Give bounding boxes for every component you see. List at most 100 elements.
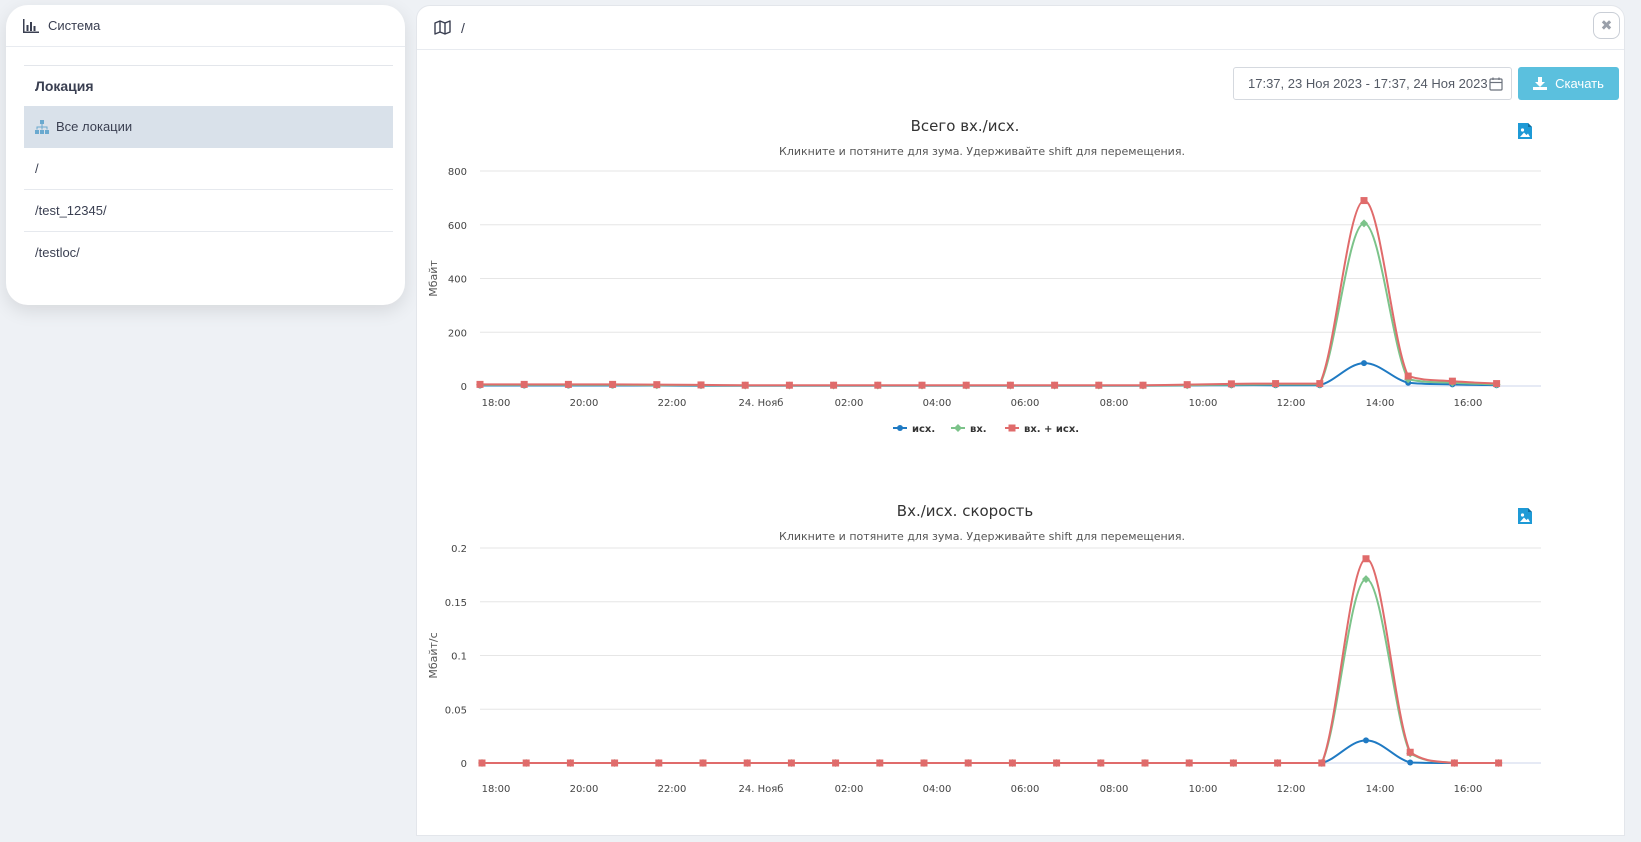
data-point [1097, 759, 1105, 767]
x-tick-label: 10:00 [1189, 398, 1218, 409]
x-tick-label: 02:00 [835, 398, 864, 409]
series-line [482, 557, 1499, 764]
x-tick-label: 08:00 [1100, 784, 1129, 795]
export-image-icon[interactable] [1517, 122, 1533, 140]
data-point [920, 759, 928, 767]
chart-subtitle: Кликните и потяните для зума. Удерживайт… [779, 530, 1185, 543]
chart-subtitle: Кликните и потяните для зума. Удерживайт… [779, 145, 1185, 158]
data-point [476, 380, 484, 388]
legend-label: исх. [912, 424, 935, 435]
data-point [1450, 759, 1458, 767]
x-tick-label: 18:00 [482, 784, 511, 795]
location-item-label: / [35, 160, 39, 176]
chart-title: Вх./исх. скорость [897, 502, 1033, 520]
y-tick-label: 0.15 [445, 598, 467, 609]
data-point [1404, 372, 1412, 380]
data-point [699, 759, 707, 767]
data-point [964, 759, 972, 767]
data-point [830, 381, 838, 389]
x-tick-label: 16:00 [1454, 784, 1483, 795]
x-tick-label: 08:00 [1100, 398, 1129, 409]
data-point [653, 381, 661, 389]
location-item-label: /test_12345/ [35, 202, 107, 218]
data-point [1495, 759, 1503, 767]
data-point [522, 759, 530, 767]
data-point [1051, 381, 1059, 389]
breadcrumb-path: / [461, 19, 465, 36]
y-tick-label: 0.2 [451, 544, 467, 555]
legend-marker [1008, 424, 1016, 432]
x-tick-label: 06:00 [1011, 784, 1040, 795]
x-tick-label: 16:00 [1454, 398, 1483, 409]
data-point [787, 759, 795, 767]
data-point [1274, 759, 1282, 767]
data-point [876, 759, 884, 767]
chart-total-traffic[interactable]: Всего вх./исх. Кликните и потяните для зу… [417, 114, 1626, 464]
map-icon [434, 20, 451, 35]
chart-speed[interactable]: Вх./исх. скорость Кликните и потяните для… [417, 499, 1626, 837]
chart-title: Всего вх./исх. [911, 117, 1020, 135]
data-point [1363, 737, 1369, 744]
legend-marker [954, 424, 962, 432]
data-point [1053, 759, 1061, 767]
series-line [480, 222, 1497, 387]
data-point [478, 759, 486, 767]
data-point [1183, 381, 1191, 389]
x-tick-label: 18:00 [482, 398, 511, 409]
location-item-testloc[interactable]: /testloc/ [24, 232, 393, 274]
x-tick-label: 12:00 [1277, 398, 1306, 409]
download-label: Скачать [1555, 76, 1604, 91]
y-axis-label: Мбайт [427, 260, 440, 297]
data-point [1360, 197, 1368, 205]
y-tick-label: 200 [448, 328, 467, 339]
x-tick-label: 14:00 [1366, 398, 1395, 409]
y-tick-label: 0.1 [451, 652, 467, 663]
location-list: Локация Все локации / /test_12345/ /test… [24, 65, 393, 274]
data-point [743, 759, 751, 767]
data-point [520, 380, 528, 388]
export-image-icon[interactable] [1517, 507, 1533, 525]
data-point [1316, 380, 1324, 388]
y-tick-label: 800 [448, 167, 467, 178]
legend-item[interactable]: исх. [893, 424, 935, 435]
data-point [1362, 575, 1370, 584]
x-tick-label: 22:00 [658, 784, 687, 795]
data-point [1139, 381, 1147, 389]
data-point [1360, 219, 1368, 228]
x-tick-label: 02:00 [835, 784, 864, 795]
download-button[interactable]: Скачать [1518, 67, 1619, 100]
location-item-root[interactable]: / [24, 148, 393, 190]
data-point [874, 381, 882, 389]
legend-item[interactable]: вх. [951, 424, 987, 435]
x-tick-label: 04:00 [923, 398, 952, 409]
date-range-picker[interactable]: 17:37, 23 Ноя 2023 - 17:37, 24 Ноя 2023 [1233, 67, 1512, 100]
location-panel: Система Локация Все локации / /test_1234… [6, 5, 405, 305]
series-line [480, 362, 1497, 387]
close-button[interactable]: ✖ [1593, 12, 1620, 39]
legend-item[interactable]: вх. + исх. [1005, 424, 1079, 435]
chart-total-traffic-svg[interactable]: Всего вх./исх. Кликните и потяните для зу… [417, 114, 1626, 464]
panel-header: / [417, 6, 1624, 50]
data-point [566, 759, 574, 767]
stats-panel: / ✖ 17:37, 23 Ноя 2023 - 17:37, 24 Ноя 2… [416, 5, 1625, 836]
data-point [1095, 381, 1103, 389]
data-point [962, 381, 970, 389]
chart-speed-svg[interactable]: Вх./исх. скорость Кликните и потяните для… [417, 499, 1626, 837]
location-item-all[interactable]: Все локации [24, 106, 393, 148]
y-tick-label: 400 [448, 275, 467, 286]
data-point [564, 380, 572, 388]
location-item-test-12345[interactable]: /test_12345/ [24, 190, 393, 232]
data-point [1229, 759, 1237, 767]
location-item-label: Все локации [56, 119, 133, 134]
data-point [918, 381, 926, 389]
y-tick-label: 0.05 [445, 705, 467, 716]
data-point [1407, 759, 1414, 766]
data-point [1362, 555, 1370, 563]
x-tick-label: 14:00 [1366, 784, 1395, 795]
x-tick-label: 22:00 [658, 398, 687, 409]
data-point [655, 759, 663, 767]
legend-marker [897, 425, 903, 431]
legend-label: вх. + исх. [1024, 424, 1079, 435]
data-point [741, 381, 749, 389]
x-tick-label: 20:00 [570, 784, 599, 795]
